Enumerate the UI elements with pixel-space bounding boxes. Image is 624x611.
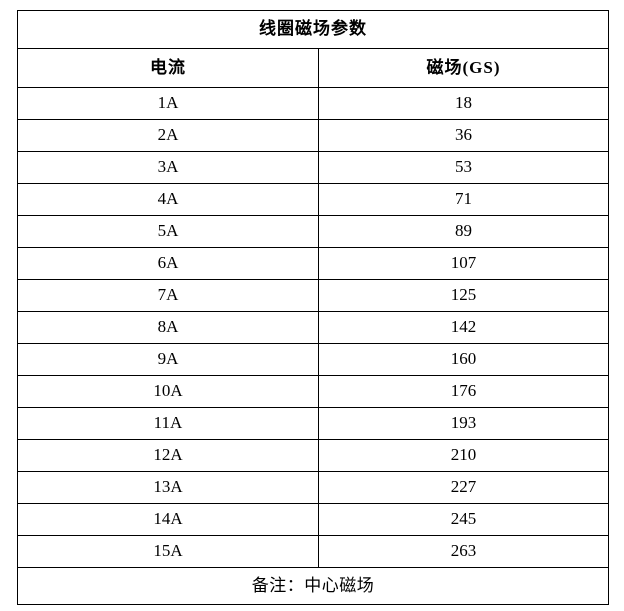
table-row: 11A 193 (17, 407, 609, 440)
cell-magnetic-field: 210 (318, 439, 609, 472)
table-row: 10A 176 (17, 375, 609, 408)
cell-magnetic-field: 36 (318, 119, 609, 152)
table-note: 备注：中心磁场 (17, 567, 609, 605)
cell-magnetic-field: 107 (318, 247, 609, 280)
cell-magnetic-field: 176 (318, 375, 609, 408)
cell-current: 4A (17, 183, 319, 216)
table-title: 线圈磁场参数 (17, 10, 609, 49)
cell-current: 3A (17, 151, 319, 184)
table-row: 4A 71 (17, 183, 609, 216)
table-row: 8A 142 (17, 311, 609, 344)
cell-magnetic-field: 193 (318, 407, 609, 440)
cell-current: 9A (17, 343, 319, 376)
cell-current: 1A (17, 87, 319, 120)
cell-magnetic-field: 142 (318, 311, 609, 344)
coil-magnetic-field-table-container: 线圈磁场参数 电流 磁场(GS) 1A 18 2A 36 3A 53 (17, 10, 609, 605)
table-row: 15A 263 (17, 535, 609, 568)
cell-current: 5A (17, 215, 319, 248)
cell-current: 6A (17, 247, 319, 280)
table-row: 13A 227 (17, 471, 609, 504)
header-row: 电流 磁场(GS) (17, 48, 609, 88)
cell-current: 11A (17, 407, 319, 440)
coil-magnetic-field-table: 线圈磁场参数 电流 磁场(GS) 1A 18 2A 36 3A 53 (17, 10, 609, 605)
table-body: 线圈磁场参数 电流 磁场(GS) 1A 18 2A 36 3A 53 (17, 10, 609, 605)
table-row: 12A 210 (17, 439, 609, 472)
table-row: 14A 245 (17, 503, 609, 536)
cell-current: 12A (17, 439, 319, 472)
cell-magnetic-field: 89 (318, 215, 609, 248)
table-row: 7A 125 (17, 279, 609, 312)
table-row: 1A 18 (17, 87, 609, 120)
cell-current: 10A (17, 375, 319, 408)
cell-current: 15A (17, 535, 319, 568)
cell-magnetic-field: 263 (318, 535, 609, 568)
table-row: 9A 160 (17, 343, 609, 376)
title-row: 线圈磁场参数 (17, 10, 609, 49)
cell-magnetic-field: 71 (318, 183, 609, 216)
cell-current: 8A (17, 311, 319, 344)
table-row: 3A 53 (17, 151, 609, 184)
cell-current: 14A (17, 503, 319, 536)
cell-magnetic-field: 245 (318, 503, 609, 536)
column-header-magnetic-field: 磁场(GS) (318, 48, 609, 88)
table-row: 5A 89 (17, 215, 609, 248)
cell-magnetic-field: 18 (318, 87, 609, 120)
table-row: 6A 107 (17, 247, 609, 280)
cell-current: 2A (17, 119, 319, 152)
cell-magnetic-field: 160 (318, 343, 609, 376)
cell-magnetic-field: 125 (318, 279, 609, 312)
cell-current: 7A (17, 279, 319, 312)
cell-current: 13A (17, 471, 319, 504)
note-row: 备注：中心磁场 (17, 567, 609, 605)
cell-magnetic-field: 227 (318, 471, 609, 504)
table-row: 2A 36 (17, 119, 609, 152)
column-header-current: 电流 (17, 48, 319, 88)
cell-magnetic-field: 53 (318, 151, 609, 184)
